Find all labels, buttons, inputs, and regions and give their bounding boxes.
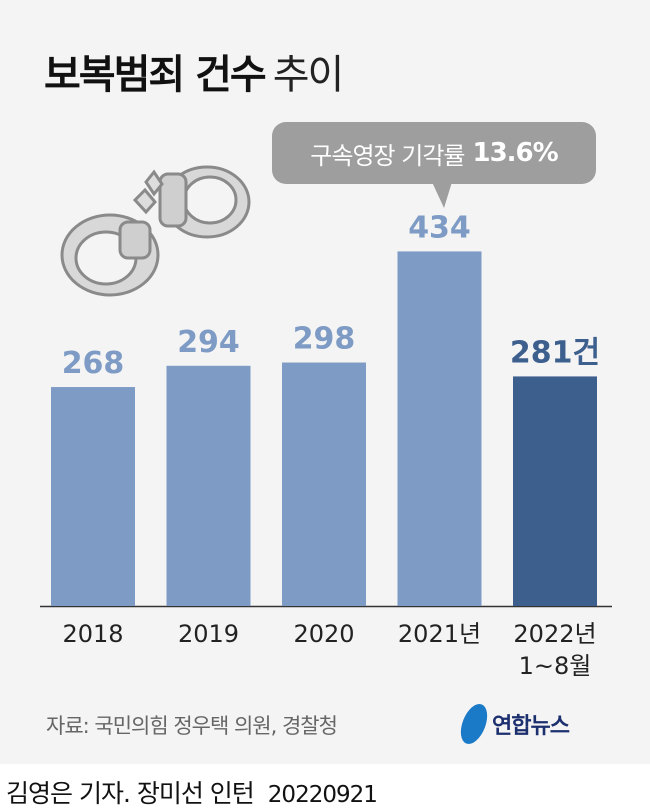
value-label: 298 (293, 322, 356, 357)
x-tick-label: 2020 (293, 620, 354, 648)
yonhap-logo: 연합뉴스 (456, 704, 570, 744)
logo-mark-icon (456, 704, 492, 744)
credit-authors: 김영은 기자. 장미선 인턴 (6, 779, 255, 808)
chart-panel: 보복범죄 건수 추이 구속영장 기각률 13.6% 268 2018 294 2019 29… (0, 0, 650, 764)
callout-pointer (432, 182, 452, 208)
bar-2020 (282, 362, 366, 606)
bar-2019 (166, 365, 251, 606)
x-tick-label: 2019 (178, 620, 239, 648)
bar-2022년 1~8월 (513, 376, 597, 606)
source-note: 자료: 국민의힘 정우택 의원, 경찰청 (46, 714, 338, 738)
value-label: 294 (177, 325, 240, 360)
bar-2018 (51, 387, 135, 606)
value-label: 434 (408, 210, 471, 245)
title-light: 추이 (272, 52, 345, 98)
chart-title: 보복범죄 건수 추이 (44, 42, 345, 100)
bar-chart: 268 2018 294 2019 298 2020 434 2021년 281건 2022년 1~… (40, 210, 612, 680)
x-tick-label: 2022년 (513, 620, 596, 648)
rejection-rate-callout: 구속영장 기각률 13.6% (272, 122, 596, 184)
handcuffs-icon (60, 165, 251, 297)
x-tick-label: 2021년 (398, 620, 481, 648)
logo-text: 연합뉴스 (492, 714, 570, 739)
bar-2021년 (397, 251, 482, 606)
credit-line: 김영은 기자. 장미선 인턴 20220921 (6, 774, 378, 810)
title-bold: 보복범죄 건수 (44, 52, 267, 98)
x-tick-label: 2018 (62, 620, 123, 648)
x-tick-label: 1~8월 (519, 652, 592, 680)
value-label: 268 (62, 346, 125, 381)
callout-label: 구속영장 기각률 (310, 141, 465, 170)
credit-date: 20220921 (267, 782, 378, 808)
value-label: 281건 (510, 335, 600, 370)
callout-value: 13.6% (472, 138, 559, 168)
